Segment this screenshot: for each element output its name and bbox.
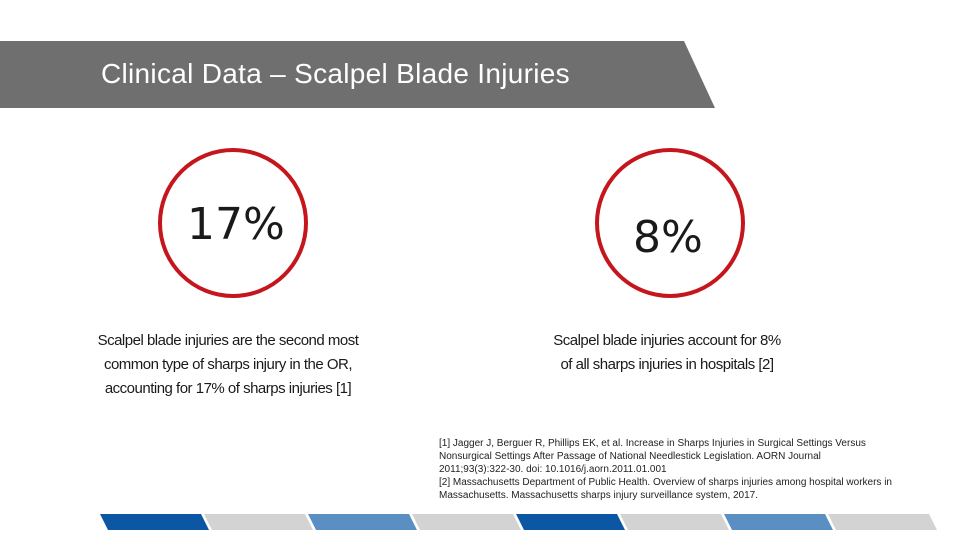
stat-value-right: 8% [633,212,703,263]
stat-description-line: of all sharps injuries in hospitals [2] [560,356,774,373]
bottom-bar-segment [100,514,209,530]
decorative-bottom-bar [100,514,940,530]
bottom-bar-segment [724,514,833,530]
stat-description-line: common type of sharps injury in the OR, [103,356,353,373]
stat-description-line: Scalpel blade injuries are the second mo… [97,332,359,349]
bottom-bar-segment [516,514,625,530]
reference-line: Massachusetts. Massachusetts sharps inju… [439,490,759,501]
bottom-bar-segment [828,514,937,530]
reference-line: [2] Massachusetts Department of Public H… [439,477,892,488]
stat-circle-right [595,148,745,298]
stat-description-line: accounting for 17% of sharps injuries [1… [104,380,352,397]
reference-line: 2011;93(3):322-30. doi: 10.1016/j.aorn.2… [439,464,667,475]
stat-description-left: Scalpel blade injuries are the second mo… [78,329,378,401]
bottom-bar-segment [620,514,729,530]
bottom-bar-segment [204,514,313,530]
reference-line: [1] Jagger J, Berguer R, Phillips EK, et… [439,438,866,449]
title-banner [0,41,715,108]
bottom-bar-segment [412,514,521,530]
stat-circle-left [158,148,308,298]
reference-line: Nonsurgical Settings After Passage of Na… [439,451,821,462]
stat-description-line: Scalpel blade injuries account for 8% [553,332,781,349]
bottom-bar-segment [308,514,417,530]
stat-description-right: Scalpel blade injuries account for 8% of… [517,329,817,377]
references: [1] Jagger J, Berguer R, Phillips EK, et… [439,437,939,502]
slide-title: Clinical Data – Scalpel Blade Injuries [101,58,570,89]
stat-value-left: 17% [187,199,285,250]
